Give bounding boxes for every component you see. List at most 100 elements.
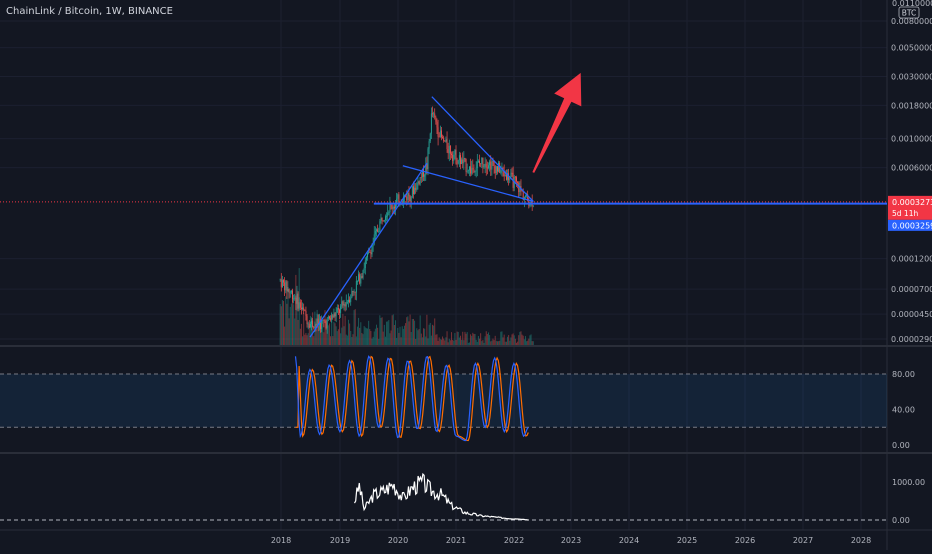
oscillator-pane[interactable]: [0, 355, 887, 442]
candle: [466, 163, 468, 174]
candle: [465, 158, 467, 177]
volume-bar: [389, 333, 391, 345]
volume-bar: [462, 331, 464, 345]
candle-body: [412, 186, 414, 195]
candle: [312, 317, 314, 328]
volume-bar: [370, 331, 372, 345]
candle: [306, 314, 308, 328]
candle-body: [493, 161, 495, 167]
volume-bar: [402, 328, 404, 345]
volume-bar: [368, 320, 370, 345]
candle: [486, 161, 488, 175]
candle-body: [306, 316, 308, 325]
volume-bar: [390, 330, 392, 345]
price-axis-label: 0.0000700: [891, 285, 932, 294]
candle-body: [496, 166, 498, 172]
candle-body: [327, 316, 329, 319]
candle-body: [424, 175, 426, 177]
volume-bar: [343, 326, 345, 345]
candle-body: [460, 155, 461, 164]
volume-bar: [318, 313, 320, 345]
volume-bar: [373, 331, 375, 345]
candle-body: [457, 160, 459, 164]
candle: [485, 159, 487, 176]
candle-body: [517, 181, 519, 183]
candle-body: [524, 195, 526, 197]
volume-bar: [427, 338, 429, 345]
candle-body: [355, 280, 357, 293]
candle-body: [350, 297, 352, 303]
candle: [474, 170, 476, 176]
volume-bar: [399, 326, 401, 345]
candle: [350, 294, 352, 306]
candle-body: [383, 220, 385, 221]
candle: [411, 185, 413, 199]
candle: [326, 316, 328, 334]
candle: [299, 299, 301, 311]
candle: [518, 181, 520, 198]
indicator-axis-label: 1000.00: [892, 478, 925, 487]
price-axis-label: 0.0030000: [891, 73, 932, 82]
time-axis-label: 2023: [561, 536, 581, 545]
candle-body: [436, 121, 438, 128]
volume-bar: [474, 333, 476, 345]
candle: [365, 255, 367, 265]
candle-body: [343, 304, 345, 306]
candle-body: [304, 310, 306, 312]
volume-bar: [481, 341, 483, 345]
candle: [446, 131, 448, 153]
candle-body: [289, 292, 291, 294]
candle-body: [287, 288, 289, 292]
candle: [362, 269, 364, 280]
volume-bar: [324, 310, 326, 345]
candle-body: [348, 299, 349, 303]
volume-bar: [491, 340, 493, 345]
volume-bar: [369, 329, 371, 345]
candle-body: [313, 326, 315, 328]
volume-bar: [403, 325, 405, 345]
candle-body: [352, 290, 354, 292]
oscillator-axis-label: 0.00: [892, 441, 910, 450]
volume-bar: [437, 340, 439, 345]
candle-body: [331, 315, 333, 320]
candle-body: [466, 170, 468, 172]
countdown-value: 5d 11h: [892, 209, 918, 218]
volume-bar: [335, 326, 337, 345]
candle: [494, 164, 496, 179]
volume-bar: [458, 337, 460, 345]
volume-bar: [468, 342, 470, 345]
volume-bar: [294, 318, 296, 345]
time-axis-label: 2024: [619, 536, 639, 545]
volume-bar: [293, 304, 295, 345]
volume-bar: [435, 334, 437, 345]
price-pane[interactable]: [0, 72, 887, 345]
volume-bar: [321, 324, 323, 345]
currency-badge: BTC: [898, 6, 920, 19]
candle-body: [498, 162, 500, 172]
candle: [382, 220, 384, 222]
volume-indicator-pane[interactable]: [0, 472, 887, 521]
currency-badge-text: BTC: [902, 9, 917, 18]
candle-body: [342, 301, 344, 306]
candle: [488, 162, 489, 170]
candle-body: [376, 229, 377, 232]
symbol-title[interactable]: ChainLink / Bitcoin, 1W, BINANCE: [6, 6, 173, 17]
candle-body: [516, 177, 517, 182]
candle-body: [384, 216, 386, 221]
candle-body: [370, 252, 372, 255]
candle: [519, 181, 521, 197]
candle: [292, 288, 293, 303]
candle: [402, 192, 404, 208]
candle: [453, 150, 455, 164]
volume-bar: [509, 340, 511, 345]
time-axis-label: 2021: [446, 536, 466, 545]
volume-bar: [480, 333, 482, 345]
candle: [302, 302, 304, 311]
volume-bar: [486, 333, 488, 345]
candle-body: [482, 157, 484, 168]
line-price-tag: 0.0003259: [888, 219, 932, 231]
volume-bar: [423, 328, 425, 345]
